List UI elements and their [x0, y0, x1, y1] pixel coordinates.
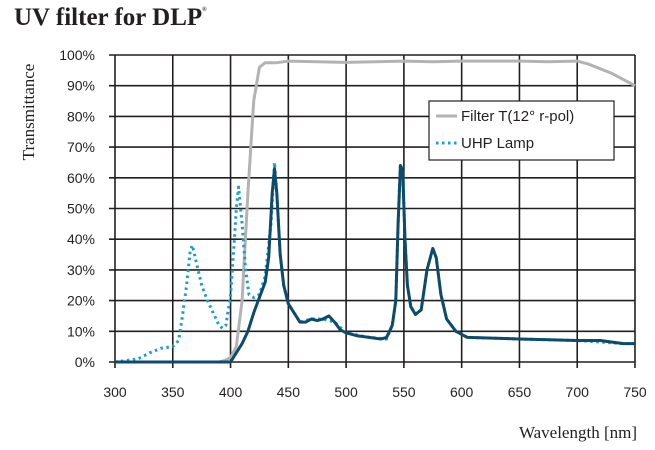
- x-tick-label: 350: [161, 384, 185, 400]
- series-lines: [114, 59, 636, 364]
- x-tick-label: 300: [103, 384, 127, 400]
- series-line-1: [114, 160, 635, 364]
- x-tick-label: 650: [508, 384, 532, 400]
- y-tick-label: 100%: [59, 47, 95, 63]
- x-tick-label: 600: [450, 384, 474, 400]
- y-tick-label: 20%: [67, 293, 95, 309]
- legend-label-filter: Filter T(12° r-pol): [461, 108, 574, 125]
- y-tick-label: 50%: [67, 201, 95, 217]
- tick-labels: 300 350 400 450 500 550 600 650 700 750 0% 10% 20% 30…: [59, 47, 647, 400]
- y-tick-label: 70%: [67, 139, 95, 155]
- y-tick-label: 60%: [67, 170, 95, 186]
- y-tick-label: 30%: [67, 262, 95, 278]
- y-tick-label: 10%: [67, 323, 95, 339]
- chart-title: UV filter for DLP®: [14, 4, 207, 32]
- x-tick-label: 550: [392, 384, 416, 400]
- x-tick-label: 750: [623, 384, 647, 400]
- registered-mark: ®: [202, 7, 207, 13]
- legend: Filter T(12° r-pol) UHP Lamp: [428, 100, 615, 161]
- y-tick-label: 80%: [67, 108, 95, 124]
- y-tick-label: 0%: [75, 354, 95, 370]
- x-tick-label: 450: [277, 384, 301, 400]
- x-tick-label: 400: [219, 384, 243, 400]
- chart-title-text: UV filter for DLP: [14, 4, 203, 31]
- legend-box: [428, 100, 615, 161]
- x-tick-label: 700: [566, 384, 590, 400]
- y-axis-label: Transmittance: [19, 64, 38, 161]
- series-line-2: [115, 164, 635, 364]
- x-axis-label: Wavelength [nm]: [519, 423, 637, 442]
- y-tick-label: 40%: [67, 231, 95, 247]
- y-tick-label: 90%: [67, 78, 95, 94]
- series-line-0: [115, 59, 636, 364]
- x-tick-label: 500: [334, 384, 358, 400]
- legend-label-lamp: UHP Lamp: [461, 135, 534, 152]
